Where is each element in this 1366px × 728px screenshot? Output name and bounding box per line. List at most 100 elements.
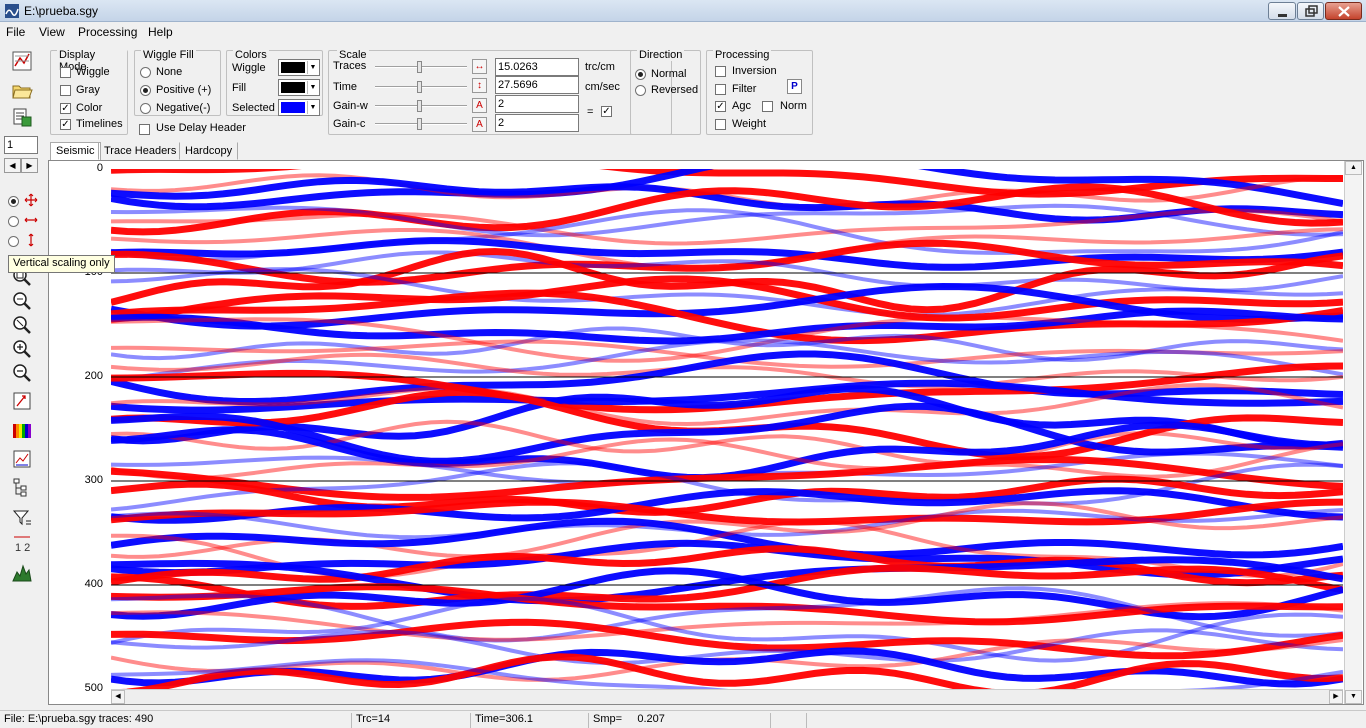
norm-checkbox[interactable] [762, 101, 773, 112]
reflector-band [111, 475, 1343, 516]
gain-w-label: Gain-w [333, 100, 368, 112]
gain-w-input[interactable]: 2 [495, 95, 579, 113]
header-plot-icon[interactable] [11, 448, 33, 470]
stack-display-icon[interactable] [11, 50, 33, 72]
fill-color-swatch [281, 82, 305, 93]
timelines-checkbox[interactable]: ✓ [60, 119, 71, 130]
direction-label: Direction [637, 49, 685, 61]
processing-label: Processing [713, 49, 772, 61]
export-icon[interactable] [11, 106, 33, 128]
wiggle-color-swatch [281, 62, 305, 73]
scroll-down-icon[interactable]: ▼ [1345, 690, 1362, 704]
fill-negative-radio[interactable] [140, 103, 151, 114]
reflector-band [111, 382, 1343, 427]
direction-normal-radio[interactable] [635, 69, 646, 80]
trace-number-input[interactable]: 1 [4, 136, 38, 154]
minimize-button[interactable] [1268, 2, 1296, 20]
wiggle-checkbox[interactable] [60, 67, 71, 78]
reflector-band [111, 183, 1343, 236]
reflector-band [111, 307, 1343, 345]
use-delay-header-label: Use Delay Header [156, 122, 246, 134]
horizontal-scrollbar[interactable]: ◀ ▶ [111, 689, 1343, 704]
time-tick-label: 200 [84, 370, 103, 382]
gain-c-slider[interactable] [375, 118, 467, 130]
title-bar: E:\prueba.sgy [0, 0, 1366, 22]
menu-view[interactable]: View [39, 25, 65, 39]
time-tick-label: 400 [84, 578, 103, 590]
colors-group: Colors Wiggle ▼ Fill ▼ Selected ▼ [226, 49, 323, 116]
status-time: Time=306.1 [470, 713, 533, 728]
trace-numbering-icon[interactable]: 1 2 [11, 534, 33, 556]
zoom-reset-icon[interactable] [11, 314, 33, 336]
color-checkbox[interactable]: ✓ [60, 103, 71, 114]
gain-c-auto-button[interactable]: A [472, 117, 487, 132]
reflector-band [111, 338, 1343, 383]
seismic-panel: 0100200300400500 ◀ ▶ ▲ ▼ [48, 160, 1364, 705]
scroll-up-icon[interactable]: ▲ [1345, 161, 1362, 175]
tab-trace-headers[interactable]: Trace Headers [98, 142, 182, 160]
inversion-checkbox[interactable] [715, 66, 726, 77]
timelines-label: Timelines [76, 118, 123, 130]
time-tick-label: 300 [84, 474, 103, 486]
view-tabs: Seismic Trace Headers Hardcopy [48, 140, 1366, 160]
traces-slider[interactable] [375, 61, 467, 73]
gain-equal-checkbox[interactable]: ✓ [601, 106, 612, 117]
vertical-scrollbar[interactable]: ▲ ▼ [1344, 161, 1362, 704]
scroll-right-icon[interactable]: ▶ [1329, 690, 1343, 704]
time-fit-button[interactable]: ↕ [472, 78, 487, 93]
vertical-scale-radio[interactable] [8, 236, 19, 247]
gain-c-input[interactable]: 2 [495, 114, 579, 132]
close-button[interactable] [1325, 2, 1362, 20]
menu-processing[interactable]: Processing [78, 25, 138, 39]
zoom-in-icon[interactable] [11, 338, 33, 360]
time-slider[interactable] [375, 81, 467, 93]
gain-w-auto-button[interactable]: A [472, 98, 487, 113]
options-toolbar: Display Mode Wiggle Gray ✓ Color ✓ Timel… [47, 42, 1366, 140]
selected-color-select[interactable]: ▼ [278, 99, 320, 116]
agc-label: Agc [732, 100, 751, 112]
restore-button[interactable] [1297, 2, 1324, 20]
reflector-band [111, 487, 1343, 524]
fill-color-select[interactable]: ▼ [278, 79, 320, 96]
fill-positive-radio[interactable] [140, 85, 151, 96]
wiggle-color-select[interactable]: ▼ [278, 59, 320, 76]
seismic-section[interactable] [111, 169, 1343, 689]
move-icon [24, 193, 38, 207]
reflector-band [111, 326, 1343, 363]
scroll-left-icon[interactable]: ◀ [111, 690, 125, 704]
zoom-out-icon[interactable] [11, 362, 33, 384]
gain-w-slider[interactable] [375, 100, 467, 112]
direction-reversed-radio[interactable] [635, 85, 646, 96]
prev-trace-button[interactable]: ◀ [4, 158, 21, 173]
horizontal-scale-radio[interactable] [8, 216, 19, 227]
wiggle-fill-group: Wiggle Fill None Positive (+) Negative(-… [134, 49, 221, 116]
weight-checkbox[interactable] [715, 119, 726, 130]
amplitude-icon[interactable] [11, 390, 33, 412]
next-trace-button[interactable]: ▶ [21, 158, 38, 173]
scale-both-radio[interactable] [8, 196, 19, 207]
horizontal-arrow-icon [24, 217, 38, 223]
zoom-fit-icon[interactable] [11, 290, 33, 312]
filter-params-button[interactable]: P [787, 79, 802, 94]
tab-seismic[interactable]: Seismic [50, 142, 101, 160]
traces-scale-input[interactable]: 15.0263 [495, 58, 579, 76]
menu-help[interactable]: Help [148, 25, 173, 39]
agc-checkbox[interactable]: ✓ [715, 101, 726, 112]
tree-icon[interactable] [11, 476, 33, 498]
traces-fit-button[interactable]: ↔ [472, 59, 487, 74]
color-palette-icon[interactable] [11, 420, 33, 442]
open-folder-icon[interactable] [11, 80, 33, 102]
menu-file[interactable]: File [6, 25, 26, 39]
filter-checkbox[interactable] [715, 84, 726, 95]
gray-checkbox[interactable] [60, 85, 71, 96]
spectrum-icon[interactable] [11, 562, 33, 584]
use-delay-header-checkbox[interactable] [139, 124, 150, 135]
status-file: File: E:\prueba.sgy traces: 490 [4, 713, 154, 725]
fill-none-label: None [156, 66, 183, 78]
scale-label: Scale [337, 49, 369, 61]
tab-hardcopy[interactable]: Hardcopy [179, 142, 239, 160]
time-scale-input[interactable]: 27.5696 [495, 76, 579, 94]
filter-icon[interactable] [11, 506, 33, 528]
fill-none-radio[interactable] [140, 67, 151, 78]
display-mode-group: Display Mode Wiggle Gray ✓ Color ✓ Timel… [50, 49, 128, 135]
